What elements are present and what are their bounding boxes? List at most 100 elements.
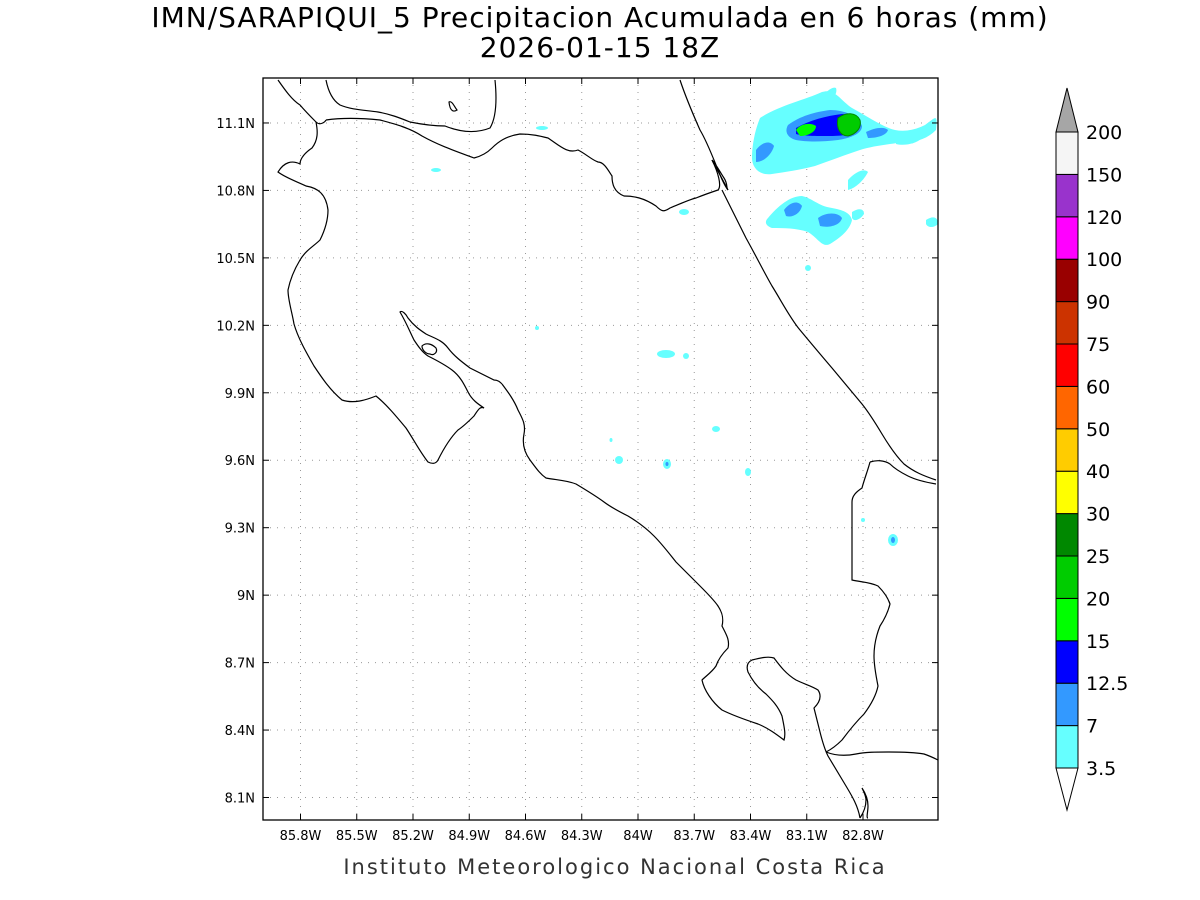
- lat-tick-label: 9.3N: [225, 522, 255, 537]
- lon-tick-label: 85.2W: [392, 829, 434, 844]
- precip-area-ne-green2: [837, 113, 861, 137]
- san-juan-delta: [711, 159, 729, 191]
- lon-tick-label: 83.7W: [673, 829, 715, 844]
- legend-level-label: 12.5: [1086, 673, 1128, 695]
- lon-tick-label: 84.3W: [561, 829, 603, 844]
- legend-level-label: 7: [1086, 716, 1098, 738]
- legend-level-label: 3.5: [1086, 758, 1116, 780]
- lon-tick-label: 84.9W: [448, 829, 490, 844]
- chira-island: [421, 343, 438, 356]
- lon-tick-label: 85.5W: [336, 829, 378, 844]
- legend-top-arrow: [1055, 87, 1079, 133]
- precip-streak-east3: [926, 217, 938, 227]
- legend-color-box: [1055, 513, 1079, 557]
- map-grid: [263, 78, 938, 820]
- precip-area-band2-med2: [818, 213, 842, 227]
- institution-credit: Instituto Meteorologico Nacional Costa R…: [343, 855, 887, 879]
- map-frame-background: [263, 78, 938, 820]
- legend-level-label: 40: [1086, 461, 1110, 483]
- legend-color-box: [1055, 216, 1079, 260]
- legend-color-box: [1055, 343, 1079, 387]
- lat-tick-label: 8.4N: [225, 724, 255, 739]
- lat-tick-label: 9N: [237, 589, 255, 604]
- legend-level-label: 15: [1086, 631, 1110, 653]
- legend-color-box: [1055, 597, 1079, 642]
- precip-streak-east2: [896, 131, 922, 145]
- lon-tick-label: 83.4W: [730, 829, 772, 844]
- lat-tick-label: 9.9N: [225, 387, 255, 402]
- lat-tick-label: 10.5N: [216, 252, 255, 267]
- precip-cell: [745, 468, 751, 476]
- caribbean-coast: [721, 189, 937, 481]
- lat-tick-label: 10.2N: [216, 319, 255, 334]
- legend-level-label: 30: [1086, 504, 1110, 526]
- precip-cell: [805, 265, 811, 271]
- precip-cell: [536, 126, 548, 130]
- precip-cell: [609, 438, 613, 442]
- precip-area-ne-medium3: [866, 127, 888, 138]
- precip-area-ne-medium2: [756, 142, 774, 162]
- legend-color-box: [1055, 470, 1079, 515]
- lon-tick-label: 82.8W: [842, 829, 884, 844]
- lon-tick-label: 84W: [623, 829, 653, 844]
- map-datetime: 2026-01-15 18Z: [479, 31, 721, 64]
- coastlines: [277, 79, 938, 819]
- burica-peninsula: [859, 787, 869, 819]
- legend-color-box: [1055, 428, 1079, 472]
- legend-color-box: [1055, 682, 1079, 727]
- lat-tick-label: 9.6N: [225, 454, 255, 469]
- precip-area-ne-green1: [796, 123, 816, 136]
- precip-area-band2-med1: [784, 202, 802, 217]
- precip-layer: [431, 87, 938, 546]
- precip-cell: [712, 426, 720, 432]
- legend-color-box: [1055, 301, 1079, 345]
- precip-cell: [891, 537, 895, 543]
- map-frame: [262, 77, 939, 821]
- legend-color-box: [1055, 385, 1079, 430]
- small-island: [448, 101, 458, 112]
- legend-bottom-arrow: [1055, 767, 1079, 812]
- lon-tick-label: 83.1W: [786, 829, 828, 844]
- precip-cell: [431, 168, 441, 172]
- pacific-coast-northwest: [277, 121, 485, 464]
- northern-border: [325, 79, 729, 212]
- legend-level-label: 50: [1086, 419, 1110, 441]
- panama-border: [825, 461, 891, 753]
- precip-cell: [683, 353, 689, 359]
- legend-level-label: 150: [1086, 164, 1122, 186]
- legend-level-label: 90: [1086, 292, 1110, 314]
- legend-level-label: 200: [1086, 122, 1122, 144]
- legend-color-box: [1055, 640, 1079, 684]
- map-title: IMN/SARAPIQUI_5 Precipitacion Acumulada …: [151, 1, 1049, 34]
- pacific-coast-panama: [825, 751, 938, 761]
- precip-area-ne-upper: [818, 87, 837, 104]
- legend-color-box: [1055, 131, 1079, 175]
- precip-cell: [657, 350, 675, 358]
- precip-legend: 3.5 7 12.5 15 20 25 30 40 50 60 75 90 100 120 150 200: [1055, 87, 1128, 812]
- precip-cell: [934, 220, 938, 224]
- legend-level-label: 25: [1086, 546, 1110, 568]
- precip-cell: [861, 518, 865, 522]
- precip-streak-east1: [848, 170, 868, 190]
- legend-color-box: [1055, 173, 1079, 218]
- legend-color-box: [1055, 258, 1079, 303]
- gulf-nicoya-shore: [399, 310, 503, 409]
- lat-tick-label: 8.1N: [225, 792, 255, 807]
- precip-cell: [679, 209, 689, 215]
- precip-cell: [615, 456, 623, 464]
- lat-tick-label: 8.7N: [225, 657, 255, 672]
- longitude-axis: 85.8W 85.5W 85.2W 84.9W 84.6W 84.3W 84W 83.7W 83…: [280, 78, 884, 844]
- precip-cell: [665, 462, 669, 466]
- legend-level-label: 120: [1086, 207, 1122, 229]
- lon-tick-label: 84.6W: [505, 829, 547, 844]
- precip-area-band2-b: [852, 209, 864, 221]
- lat-tick-label: 11.1N: [216, 117, 255, 132]
- lake-nicaragua-shore: [277, 79, 497, 133]
- legend-level-label: 20: [1086, 588, 1110, 610]
- legend-level-label: 60: [1086, 376, 1110, 398]
- legend-color-box: [1055, 725, 1079, 769]
- lon-tick-label: 85.8W: [280, 829, 322, 844]
- legend-color-box: [1055, 555, 1079, 599]
- panama-border-north: [869, 460, 937, 485]
